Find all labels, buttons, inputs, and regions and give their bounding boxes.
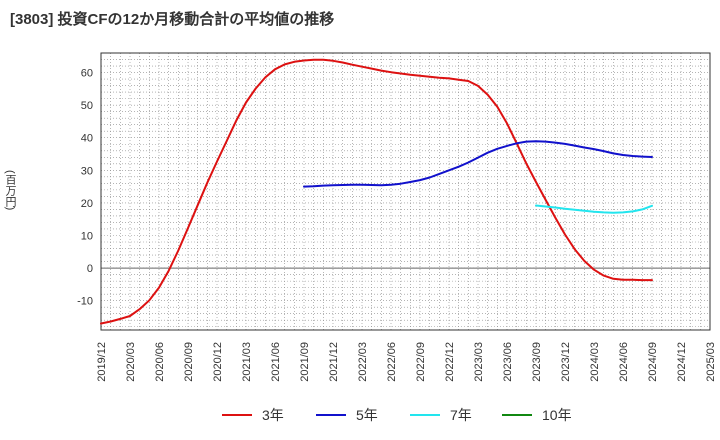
legend-swatch [316, 414, 346, 416]
x-tick-label: 2021/09 [299, 342, 311, 382]
line-chart: -10 0 10 20 30 40 50 60 2019/12 2020/03 2020/06 202… [77, 52, 717, 382]
x-tick-label: 2023/03 [473, 342, 485, 382]
x-tick-label: 2023/06 [502, 342, 514, 382]
y-axis-label-wrap: (百万円) [2, 170, 24, 250]
chart-title: [3803] 投資CFの12か月移動合計の平均値の推移 [10, 11, 335, 28]
x-tick-label: 2020/12 [212, 342, 224, 382]
legend-item: 3年 [222, 403, 284, 427]
x-tick-label: 2021/06 [270, 342, 282, 382]
x-tick-label: 2022/12 [444, 342, 456, 382]
x-tick-label: 2024/12 [676, 342, 688, 382]
x-tick-label: 2022/03 [357, 342, 369, 382]
y-tick-label: 20 [81, 198, 93, 210]
y-tick-label: 40 [81, 133, 93, 145]
series-line-5年 [303, 140, 653, 188]
x-tick-label: 2024/03 [589, 342, 601, 382]
x-tick-label: 2019/12 [96, 342, 108, 382]
x-tick-label: 2021/12 [328, 342, 340, 382]
x-tick-label: 2023/09 [531, 342, 543, 382]
y-axis-label: (百万円) [4, 170, 16, 211]
y-tick-label: -10 [77, 296, 93, 308]
x-tick-label: 2022/06 [386, 342, 398, 382]
series-line-7年 [535, 204, 653, 214]
legend-label: 3年 [262, 407, 284, 423]
y-tick-label: 0 [87, 263, 93, 275]
x-tick-label: 2025/03 [705, 342, 717, 382]
y-tick-label: 30 [81, 165, 93, 177]
legend-item: 7年 [410, 403, 472, 427]
legend: 3年 5年 7年 10年 [0, 403, 720, 427]
series-line-3年 [100, 58, 653, 325]
x-tick-label: 2024/09 [647, 342, 659, 382]
y-tick-label: 60 [81, 68, 93, 80]
plot-area [101, 53, 710, 330]
plot-border [100, 52, 711, 331]
legend-swatch [410, 414, 440, 416]
x-tick-label: 2022/09 [415, 342, 427, 382]
y-tick-label: 10 [81, 230, 93, 242]
x-tick-label: 2020/03 [125, 342, 137, 382]
legend-item: 5年 [316, 403, 378, 427]
y-tick-label: 50 [81, 100, 93, 112]
x-tick-label: 2021/03 [241, 342, 253, 382]
x-tick-label: 2020/09 [183, 342, 195, 382]
legend-label: 5年 [356, 407, 378, 423]
legend-swatch [502, 414, 532, 416]
x-tick-label: 2020/06 [154, 342, 166, 382]
legend-swatch [222, 414, 252, 416]
legend-item: 10年 [502, 403, 572, 427]
x-tick-label: 2024/06 [618, 342, 630, 382]
legend-label: 10年 [542, 407, 572, 423]
legend-label: 7年 [450, 407, 472, 423]
x-tick-label: 2023/12 [560, 342, 572, 382]
